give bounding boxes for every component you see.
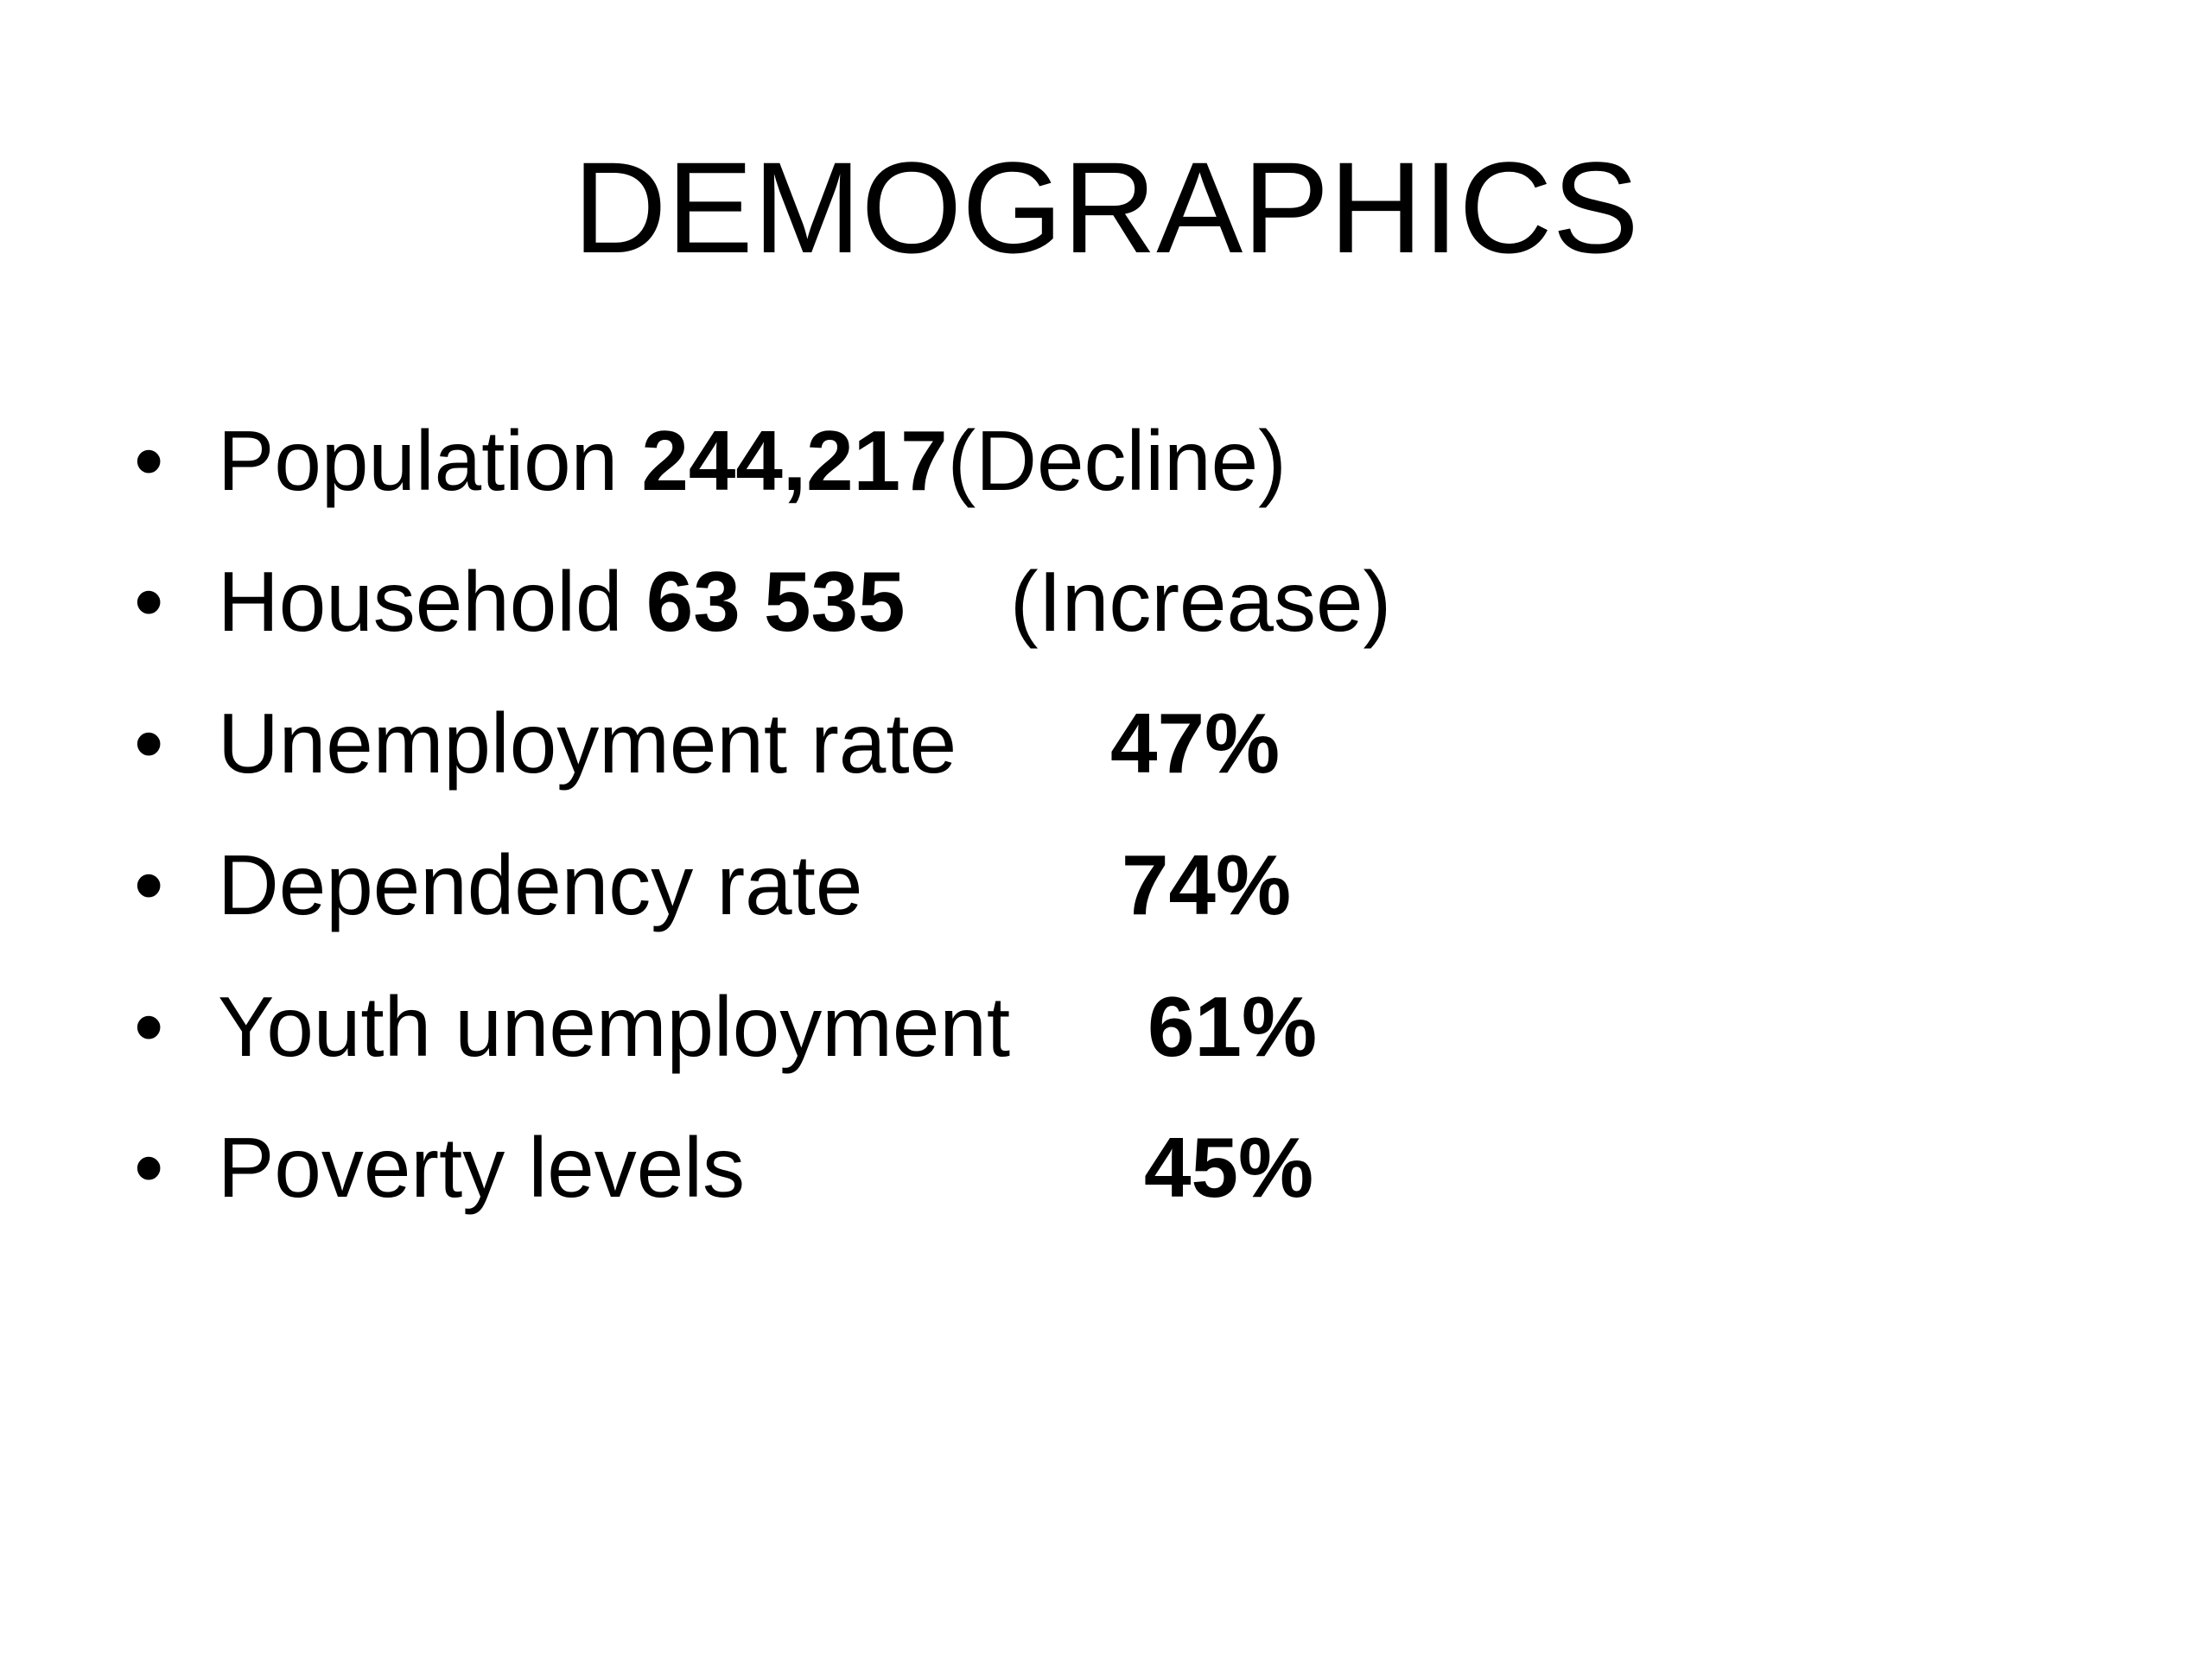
bullet-text: Population 244,217(Decline): [218, 404, 1287, 517]
item-value: 244,217: [641, 413, 948, 508]
slide-title: DEMOGRAPHICS: [573, 135, 1639, 280]
item-note: (Decline): [947, 413, 1287, 508]
item-label: Population: [218, 413, 619, 508]
bullet: •: [134, 979, 164, 1074]
bullet: •: [134, 696, 164, 791]
bullet-row: • Dependency rate 74%: [0, 829, 2212, 941]
bullet: •: [134, 837, 164, 932]
bullet-row: • Poverty levels 45%: [0, 1111, 2212, 1224]
bullet-row: • Unemployment rate 47%: [0, 687, 2212, 799]
item-value: 74%: [1122, 837, 1292, 932]
item-label: Household: [218, 554, 623, 649]
item-label: Youth unemployment: [218, 979, 1011, 1074]
item-value: 61%: [1147, 979, 1318, 1074]
item-label: Dependency rate: [218, 837, 863, 932]
item-value: 47%: [1110, 696, 1281, 791]
bullet-text: Household 63 535: [218, 545, 906, 658]
item-label: Poverty levels: [218, 1120, 746, 1215]
bullet-row: • Household 63 535 (Increase): [0, 545, 2212, 658]
item-value: 63 535: [645, 554, 906, 649]
item-value: 45%: [1144, 1120, 1314, 1215]
bullet: •: [134, 413, 164, 508]
bullet: •: [134, 1120, 164, 1215]
item-note: (Increase): [1010, 554, 1392, 649]
bullet-row: • Population 244,217(Decline): [0, 404, 2212, 517]
bullet: •: [134, 554, 164, 649]
bullet-row: • Youth unemployment 61%: [0, 970, 2212, 1083]
item-label: Unemployment rate: [218, 696, 957, 791]
